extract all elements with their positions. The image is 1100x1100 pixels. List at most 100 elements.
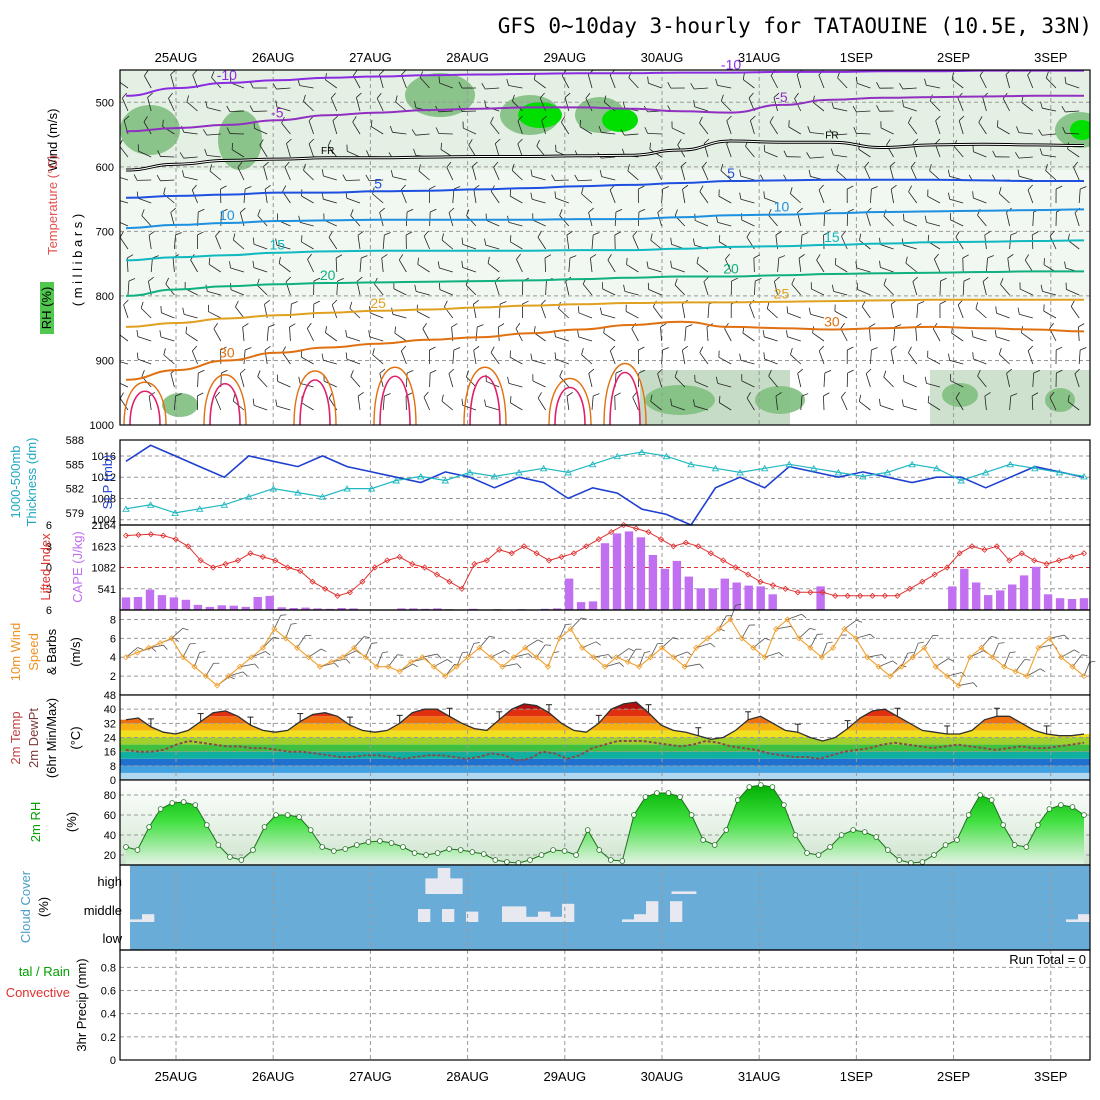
thickness-marker — [367, 485, 376, 492]
wind-barb — [1017, 169, 1033, 181]
freezing-label: FR — [825, 130, 838, 141]
barb-staff — [706, 327, 709, 342]
barb-staff — [997, 126, 1010, 135]
barb-staff — [350, 376, 361, 388]
thickness-marker — [760, 464, 769, 472]
wind-barb — [448, 368, 455, 388]
wind10-marker — [339, 654, 346, 661]
barb-staff — [796, 74, 802, 89]
wind-barb — [157, 150, 175, 158]
barb-feather — [720, 94, 724, 102]
barb-staff — [127, 281, 130, 296]
barb-staff — [883, 215, 894, 227]
barb-staff — [429, 372, 431, 388]
wind-barb — [853, 126, 871, 135]
wind-barb — [376, 92, 384, 112]
wind-barb — [591, 393, 600, 411]
ylabel-rh: RH (%) — [39, 287, 54, 330]
wind-barb — [263, 161, 269, 181]
thickness-marker — [539, 464, 548, 472]
barb-staff — [456, 652, 463, 667]
barb-feather — [871, 347, 878, 351]
barb-feather — [510, 396, 512, 403]
li-marker — [222, 560, 229, 568]
wind10-marker — [761, 654, 768, 661]
barb-feather — [473, 345, 480, 351]
barb-feather — [165, 277, 170, 285]
wind-barb — [816, 254, 825, 273]
wind-barb — [249, 105, 268, 112]
barb-staff — [926, 382, 941, 388]
precip-tick: 0.2 — [101, 1032, 116, 1044]
wind-barb — [762, 330, 778, 342]
wind-barb — [252, 260, 268, 273]
barb-staff — [387, 654, 398, 667]
wind-barb — [537, 392, 546, 411]
wind-barb — [674, 370, 686, 388]
barb-staff — [816, 259, 825, 273]
wind-barb — [462, 121, 477, 135]
barb-staff — [973, 151, 987, 158]
barb-staff — [357, 396, 361, 411]
barb-feather — [1027, 184, 1033, 191]
barb-feather — [357, 392, 364, 397]
barb-feather — [189, 643, 196, 645]
wind-barb — [345, 352, 361, 365]
barb-staff — [836, 170, 848, 181]
barb-feather — [726, 615, 733, 617]
wind-barb — [1067, 394, 1080, 411]
barb-staff — [400, 350, 407, 365]
barb-staff — [730, 605, 737, 620]
side-labels: Wind (m/s) Temperature (°C) ( m i l l i … — [6, 109, 115, 1052]
barb-feather — [581, 187, 584, 194]
surface-contour — [603, 363, 647, 425]
barb-feather — [541, 115, 547, 121]
barb-feather — [947, 353, 951, 361]
barb-staff — [870, 189, 872, 204]
barb-staff — [696, 642, 711, 649]
barb-feather — [789, 187, 793, 194]
barb-feather — [545, 644, 552, 646]
wind-barb — [509, 235, 523, 250]
barb-feather — [301, 235, 303, 242]
barb-staff — [370, 312, 384, 319]
cape-bar — [960, 568, 969, 610]
wind-barb — [766, 302, 778, 319]
barb-staff — [741, 219, 755, 227]
thickness-marker — [245, 493, 253, 500]
barb-staff — [541, 120, 546, 135]
barb-staff — [800, 396, 803, 411]
barb-staff — [721, 100, 732, 112]
li-marker — [919, 578, 926, 585]
thickness-marker — [294, 489, 302, 496]
wind-barb — [670, 260, 685, 273]
wind-barb — [382, 393, 391, 411]
barb-staff — [903, 405, 917, 411]
temp-color-band — [120, 730, 1090, 738]
barb-staff — [230, 267, 245, 273]
barb-staff — [671, 127, 685, 135]
barb-feather — [1049, 322, 1054, 329]
wind-barb — [331, 299, 338, 319]
barb-feather — [692, 238, 695, 246]
barb-feather — [282, 185, 287, 192]
barb-feather — [342, 174, 347, 181]
barb-staff — [764, 652, 780, 658]
wind-barb — [156, 174, 175, 182]
barb-staff — [627, 648, 637, 663]
wind-barb — [140, 301, 152, 319]
barb-feather — [182, 307, 185, 315]
barb-staff — [369, 336, 384, 342]
barb-feather — [123, 299, 129, 306]
rh-blob-bright — [1070, 120, 1090, 140]
barb-feather — [646, 261, 649, 269]
barb-staff — [473, 189, 477, 204]
barb-feather — [1065, 282, 1067, 290]
barb-staff — [821, 642, 828, 658]
barb-staff — [566, 396, 570, 411]
barb-feather — [855, 261, 858, 269]
barb-feather — [972, 682, 978, 688]
barb-staff — [439, 82, 453, 89]
barb-feather — [325, 73, 327, 80]
barb-staff — [1043, 310, 1057, 319]
